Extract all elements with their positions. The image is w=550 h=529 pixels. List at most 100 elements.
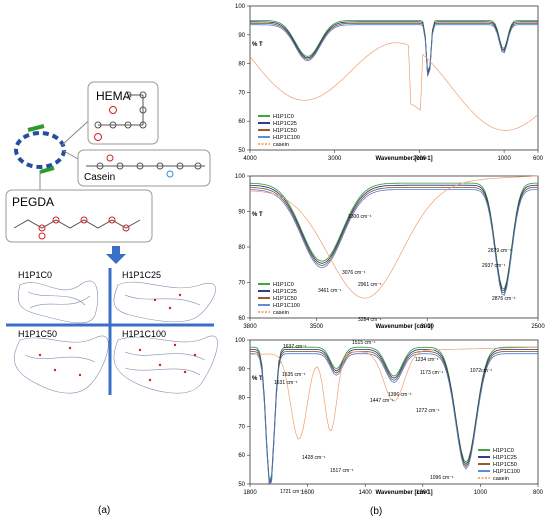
network-label-c0: H1P1C0 [18, 270, 53, 280]
peak-annotation: 1072cm⁻¹ [470, 368, 492, 374]
casein-box [77, 149, 211, 187]
legend-label: H1P1C100 [273, 303, 300, 309]
legend-label: H1P1C100 [493, 469, 520, 475]
x-tick-label: 3000 [421, 324, 435, 330]
network-label-c100: H1P1C100 [122, 329, 167, 339]
y-tick-label: 60 [238, 119, 245, 125]
peak-annotation: 1635 cm⁻¹ [282, 372, 306, 378]
x-tick-label: 600 [533, 156, 544, 162]
x-axis-label: Wavenumber [cm-1] [375, 490, 432, 496]
x-tick-label: 1600 [301, 490, 315, 496]
legend-label: H1P1C50 [493, 462, 517, 468]
x-axis-label: Wavenumber [cm-1] [375, 324, 432, 330]
peak-annotation: 1631 cm⁻¹ [274, 380, 298, 386]
series-line-h1p1c50 [249, 186, 538, 294]
schematic-figure: HEMA Casein PEGDA [5, 81, 218, 395]
peak-annotation: 1096 cm⁻¹ [430, 475, 454, 481]
y-tick-label: 70 [238, 281, 245, 287]
down-arrow-icon [106, 246, 126, 264]
y-tick-label: 80 [238, 245, 245, 251]
series-line-h1p1c25 [249, 184, 539, 292]
series-line-h1p1c100 [250, 353, 538, 485]
peak-annotation: 1428 cm⁻¹ [302, 455, 326, 461]
pegda-label: PEGDA [12, 195, 54, 209]
y-tick-label: 80 [238, 62, 245, 68]
legend-label: casein [273, 310, 289, 316]
crosslink-dots [38, 293, 197, 382]
x-axis-label: Wavenumber [cm-1] [375, 156, 432, 162]
legend-label: H1P1C25 [493, 455, 517, 461]
x-tick-label: 3800 [243, 324, 257, 330]
peak-annotation: 1517 cm⁻¹ [330, 468, 354, 474]
peak-annotation: 1173 cm⁻¹ [420, 370, 443, 376]
ftir-fingerprint-chart: 1800 1600 1400 1200 1000 800 50 60 70 80 90 100 % T W… [235, 338, 544, 496]
polymer-coil-icon [14, 124, 66, 174]
x-tick-label: 800 [533, 490, 544, 496]
y-tick-label: 60 [238, 453, 245, 459]
peak-annotation: 1447 cm⁻¹ [370, 398, 394, 404]
peak-annotation: 1515 cm⁻¹ [352, 340, 376, 346]
series-line-h1p1c0 [250, 182, 538, 290]
peak-annotation: 1234 cm⁻¹ [415, 357, 439, 363]
legend-label: H1P1C50 [273, 128, 297, 134]
y-tick-label: 90 [238, 33, 245, 39]
y-tick-label: 60 [238, 316, 245, 322]
legend-label: H1P1C0 [493, 448, 514, 454]
series-line-casein [249, 42, 539, 131]
peak-annotation: 3461 cm⁻¹ [318, 288, 342, 294]
series-line-casein [249, 175, 539, 299]
y-tick-label: 100 [235, 174, 246, 180]
legend-label: casein [273, 142, 289, 148]
y-tick-label: 100 [235, 4, 246, 10]
peak-annotation: 2879 cm⁻¹ [488, 248, 512, 254]
peak-annotation: 1396 cm⁻¹ [388, 392, 412, 398]
network-label-c25: H1P1C25 [122, 270, 162, 280]
network-illustrations [14, 280, 218, 394]
y-tick-label: 50 [238, 148, 245, 154]
casein-label: Casein [84, 172, 115, 183]
x-tick-label: 2000 [413, 156, 427, 162]
hema-box [87, 81, 159, 145]
x-tick-label: 1000 [497, 156, 511, 162]
legend-label: H1P1C0 [273, 282, 294, 288]
y-axis-label: % T [252, 212, 263, 218]
x-tick-label: 4000 [243, 156, 257, 162]
x-tick-label: 1000 [474, 490, 488, 496]
legend-label: H1P1C0 [273, 114, 294, 120]
series-line-h1p1c0 [250, 19, 538, 73]
series-line-h1p1c50 [250, 22, 538, 75]
peak-annotation: 1637 cm⁻¹ [283, 344, 307, 350]
y-tick-label: 70 [238, 424, 245, 430]
y-tick-label: 50 [238, 482, 245, 488]
x-tick-label: 3500 [310, 324, 324, 330]
plot-frame [249, 5, 539, 151]
x-tick-label: 3000 [328, 156, 342, 162]
legend-label: H1P1C25 [273, 121, 297, 127]
series-line-h1p1c100 [249, 189, 538, 296]
y-tick-label: 100 [235, 338, 246, 344]
legend-label: H1P1C25 [273, 289, 297, 295]
y-tick-label: 90 [238, 210, 245, 216]
series-line-h1p1c0 [250, 346, 538, 482]
plot-frame [249, 339, 539, 485]
series-line-h1p1c25 [250, 348, 538, 484]
legend-label: casein [493, 476, 509, 482]
y-axis-label: % T [252, 42, 263, 48]
network-label-c50: H1P1C50 [18, 329, 58, 339]
peak-annotation: 1721 cm⁻¹ [280, 489, 304, 495]
peak-annotation: 3284 cm⁻¹ [358, 317, 382, 323]
peak-annotation: 1272 cm⁻¹ [416, 408, 440, 414]
y-tick-label: 90 [238, 367, 245, 373]
peak-annotation: 3300 cm⁻¹ [348, 214, 372, 220]
x-tick-label: 2500 [531, 324, 545, 330]
series-line-casein [249, 346, 539, 440]
y-tick-label: 80 [238, 396, 245, 402]
series-line-h1p1c100 [250, 24, 538, 77]
legend-label: H1P1C50 [273, 296, 297, 302]
ftir-oh-region-chart: 3800 3500 3000 2500 60 70 80 90 100 % T Wavenumber… [235, 174, 545, 330]
x-tick-label: 1400 [359, 490, 373, 496]
panel-label-a: (a) [98, 505, 111, 516]
series-line-h1p1c25 [250, 21, 538, 74]
peak-annotation: 2961 cm⁻¹ [358, 282, 382, 288]
hema-label: HEMA [96, 89, 131, 103]
